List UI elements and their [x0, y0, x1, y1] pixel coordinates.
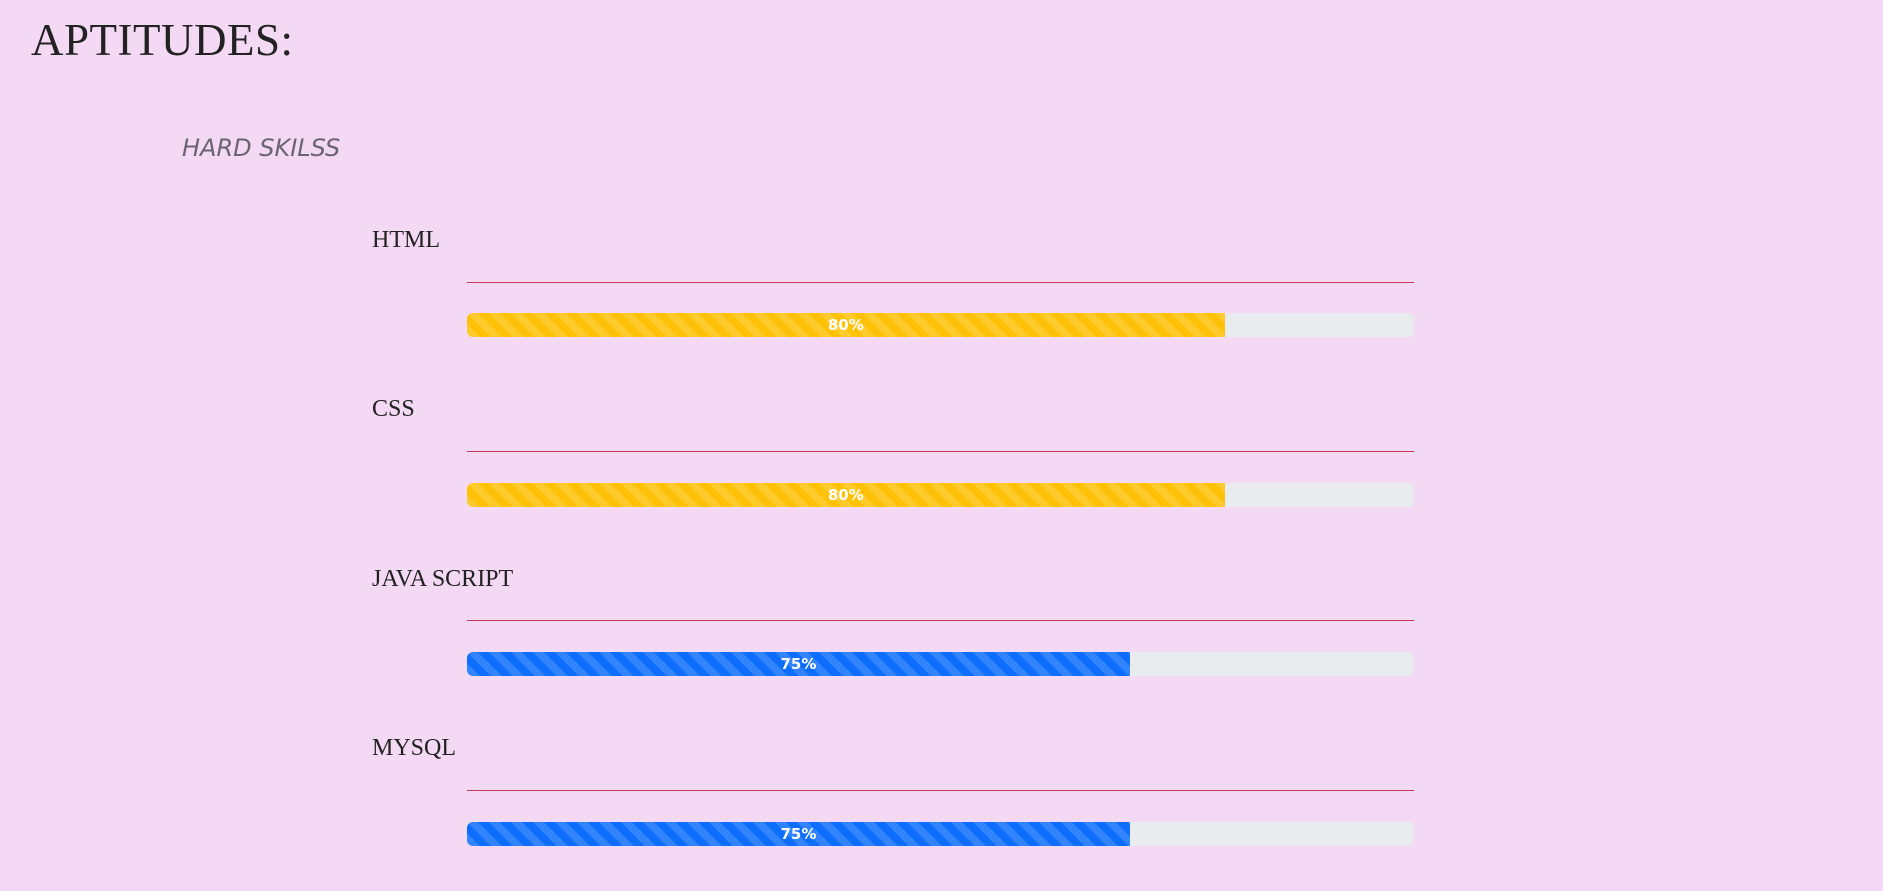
skill-divider [467, 620, 1414, 621]
skill-progress-bar: 75% [467, 652, 1130, 676]
skill-progress-bar: 80% [467, 313, 1225, 337]
skill-progress-track: 75% [467, 652, 1414, 676]
skill-progress-label: 80% [827, 316, 864, 334]
skill-progress-label: 75% [780, 655, 817, 673]
page-title: APTITUDES: [31, 15, 294, 65]
skill-progress-track: 80% [467, 313, 1414, 337]
skill-divider [467, 790, 1414, 791]
skill-progress-bar: 75% [467, 822, 1130, 846]
skill-name: MYSQL [372, 735, 457, 761]
skill-progress-label: 75% [780, 825, 817, 843]
skill-divider [467, 282, 1414, 283]
skill-progress-label: 80% [827, 486, 864, 504]
skill-divider [467, 451, 1414, 452]
skill-name: HTML [372, 227, 440, 253]
skill-name: JAVA SCRIPT [372, 566, 514, 592]
skill-name: CSS [372, 396, 415, 422]
skill-progress-bar: 80% [467, 483, 1225, 507]
skill-progress-track: 80% [467, 483, 1414, 507]
skill-progress-track: 75% [467, 822, 1414, 846]
section-title-hard-skills: HARD SKILSS [182, 134, 341, 162]
